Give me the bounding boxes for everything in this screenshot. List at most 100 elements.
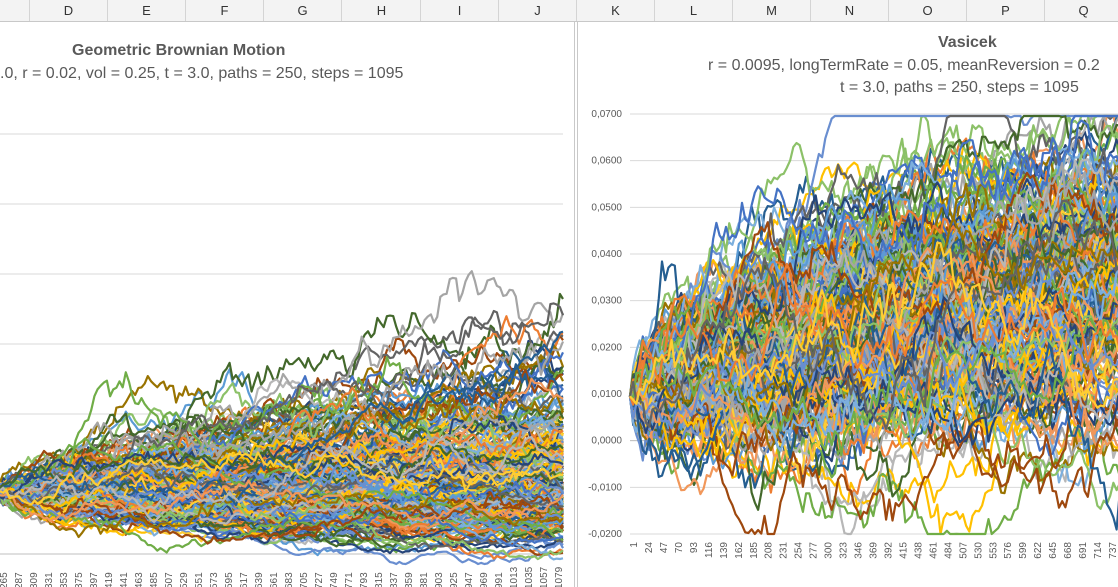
gbm-series-group <box>0 270 565 566</box>
gbm-x-tick-label: 771 <box>344 572 355 587</box>
vasicek-x-tick-label: 277 <box>809 542 820 559</box>
vasicek-chart[interactable]: Vasicek r = 0.0095, longTermRate = 0.05,… <box>577 22 1118 587</box>
vasicek-y-tick-label: 0,0700 <box>591 109 622 120</box>
vasicek-x-tick-label: 714 <box>1093 542 1104 559</box>
column-header-k[interactable]: K <box>577 0 655 21</box>
vasicek-chart-subtitle-1: r = 0.0095, longTermRate = 0.05, meanRev… <box>708 57 1100 74</box>
gbm-plot: 265 287 309 331 353 375 397 419 441 463 485 507 529 5… <box>0 133 565 587</box>
column-header-o[interactable]: O <box>889 0 967 21</box>
gbm-x-tick-label: 815 <box>374 572 385 587</box>
column-header-g[interactable]: G <box>264 0 342 21</box>
vasicek-chart-title: Vasicek <box>938 34 997 51</box>
gbm-x-tick-label: 1079 <box>554 566 565 587</box>
gbm-series-path-189 <box>0 344 565 498</box>
column-header-d[interactable]: D <box>30 0 108 21</box>
vasicek-series-path-240 <box>628 287 1118 434</box>
gbm-x-tick-label: 705 <box>299 572 310 587</box>
gbm-series-path-229 <box>0 377 564 501</box>
vasicek-series-path-227 <box>629 222 1118 399</box>
vasicek-y-tick-label: 0,0600 <box>591 156 622 167</box>
column-header-f[interactable]: F <box>186 0 264 21</box>
column-header-m[interactable]: M <box>733 0 811 21</box>
vasicek-x-tick-label: 70 <box>674 542 685 554</box>
vasicek-x-tick-label: 461 <box>928 542 939 559</box>
vasicek-series-path-209 <box>628 161 1118 397</box>
gbm-x-tick-label: 529 <box>179 572 190 587</box>
gbm-series-path-200 <box>0 270 565 495</box>
vasicek-y-tick-label: 0,0200 <box>591 342 622 353</box>
column-header-p[interactable]: P <box>967 0 1045 21</box>
gbm-x-tick-label: 419 <box>104 572 115 587</box>
gbm-x-tick-label: 485 <box>149 572 160 587</box>
gbm-x-tick-label: 1013 <box>509 566 520 587</box>
gbm-x-tick-label: 507 <box>164 572 175 587</box>
vasicek-series-path-248 <box>628 199 1118 430</box>
gbm-series-path-248 <box>0 436 564 510</box>
vasicek-x-tick-label: 691 <box>1078 542 1089 559</box>
gbm-x-tick-label: 749 <box>329 572 340 587</box>
gbm-series-path-249 <box>0 451 564 506</box>
gbm-x-tick-label: 309 <box>29 572 40 587</box>
vasicek-x-tick-label: 93 <box>689 542 700 554</box>
column-header-n[interactable]: N <box>811 0 889 21</box>
gbm-x-tick-label: 661 <box>269 572 280 587</box>
gbm-x-tick-label: 793 <box>359 572 370 587</box>
vasicek-x-tick-label: 1 <box>629 542 640 548</box>
gbm-x-tick-label: 1035 <box>524 566 535 587</box>
gbm-x-tick-label: 595 <box>224 572 235 587</box>
column-header-j[interactable]: J <box>499 0 577 21</box>
gbm-x-tick-label: 287 <box>14 572 25 587</box>
vasicek-y-tick-label: 0,0300 <box>591 296 622 307</box>
vasicek-series-group <box>628 114 1118 536</box>
gbm-chart-title: Geometric Brownian Motion <box>72 42 286 59</box>
vasicek-series-path-205 <box>628 245 1118 400</box>
gbm-x-tick-label: 573 <box>209 572 220 587</box>
gbm-x-tick-label: 331 <box>44 572 55 587</box>
vasicek-x-tick-label: 323 <box>839 542 850 559</box>
column-header-e[interactable]: E <box>108 0 186 21</box>
gbm-x-tick-label: 463 <box>134 572 145 587</box>
vasicek-x-tick-label: 484 <box>943 542 954 559</box>
vasicek-x-tick-label: 645 <box>1048 542 1059 559</box>
gbm-x-tick-label: 903 <box>434 572 445 587</box>
vasicek-plot: 0,0700 0,0600 0,0500 0,0400 0,0300 0,0200 0,01… <box>588 109 1118 559</box>
gbm-chart[interactable]: Geometric Brownian Motion .0, r = 0.02, … <box>0 22 575 587</box>
vasicek-x-tick-label: 507 <box>958 542 969 559</box>
gbm-series-path-243 <box>0 491 564 539</box>
vasicek-x-tick-label: 47 <box>659 542 670 554</box>
vasicek-x-tick-label: 576 <box>1003 542 1014 559</box>
vasicek-series-path-199 <box>629 370 1118 536</box>
gbm-x-tick-label: 727 <box>314 572 325 587</box>
column-header-h[interactable]: H <box>343 0 421 21</box>
vasicek-x-tick-label: 346 <box>854 542 865 559</box>
gbm-x-tick-label: 969 <box>479 572 490 587</box>
vasicek-y-tick-label: 0,0000 <box>591 436 622 447</box>
vasicek-x-tick-label: 185 <box>749 542 760 559</box>
column-header-q[interactable]: Q <box>1045 0 1118 21</box>
gbm-series-path-228 <box>0 459 564 532</box>
column-header-i[interactable]: I <box>421 0 499 21</box>
vasicek-series-path-203 <box>628 124 1118 397</box>
gbm-series-path-233 <box>0 489 564 561</box>
gbm-series-path-203 <box>0 356 564 501</box>
gbm-x-tick-label: 1057 <box>539 566 550 587</box>
vasicek-y-tick-label: -0,0200 <box>588 529 622 540</box>
vasicek-series-path-234 <box>628 114 1118 410</box>
vasicek-series-path-242 <box>629 162 1118 422</box>
gbm-x-tick-label: 881 <box>419 572 430 587</box>
vasicek-y-tick-label: -0,0100 <box>588 482 622 493</box>
gbm-series-path-246 <box>0 452 564 520</box>
gbm-x-tick-label: 947 <box>464 572 475 587</box>
vasicek-series-path-246 <box>628 297 1118 430</box>
gbm-x-tick-label: 925 <box>449 572 460 587</box>
column-header-partial[interactable] <box>0 0 30 21</box>
column-header-l[interactable]: L <box>655 0 733 21</box>
gbm-x-tick-label: 837 <box>389 572 400 587</box>
gbm-x-tick-label: 859 <box>404 572 415 587</box>
gbm-x-tick-label: 441 <box>119 572 130 587</box>
gbm-x-tick-label: 551 <box>194 572 205 587</box>
gbm-x-tick-label: 375 <box>74 572 85 587</box>
vasicek-series-path-238 <box>628 293 1118 531</box>
vasicek-y-tick-label: 0,0100 <box>591 389 622 400</box>
gbm-x-tick-label: 617 <box>239 572 250 587</box>
